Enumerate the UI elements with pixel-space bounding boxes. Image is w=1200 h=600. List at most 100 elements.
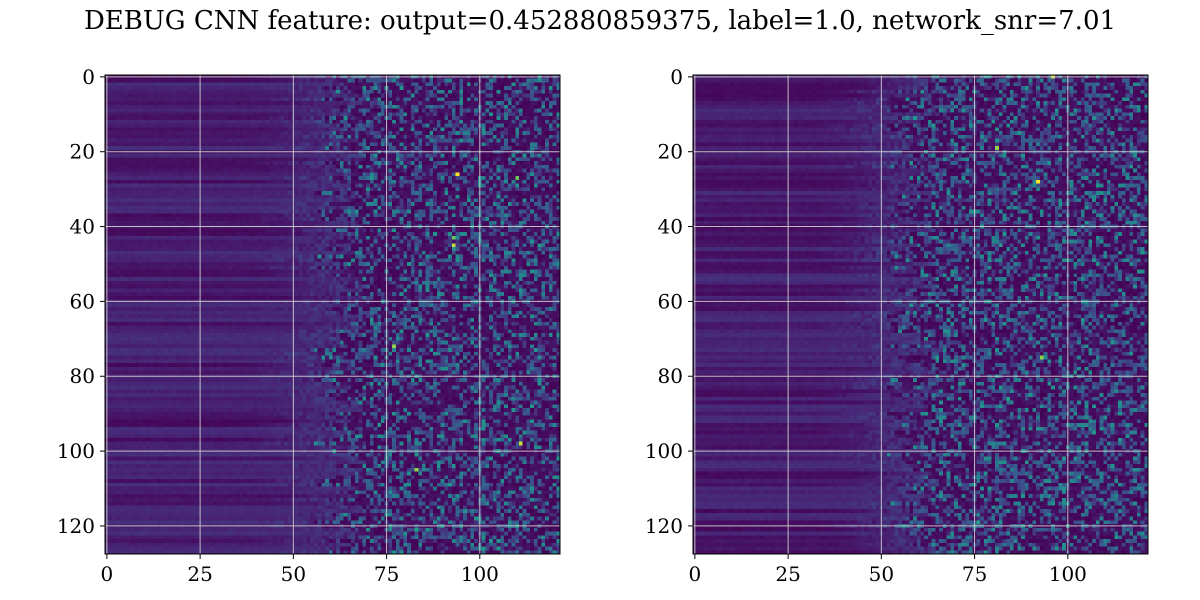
heatmap-cell [399,172,404,177]
heatmap-cell [440,205,445,211]
heatmap-cell [545,101,550,106]
heatmap-cell [310,191,315,196]
heatmap-cell [108,86,113,91]
heatmap-cell [343,146,348,151]
heatmap-cell [414,78,419,83]
heatmap-cell [380,161,386,166]
heatmap-cell [302,86,307,91]
heatmap-cell [470,101,475,106]
heatmap-cell [339,112,345,117]
heatmap-cell [369,86,374,91]
heatmap-cell [298,172,304,177]
heatmap-cell [466,119,471,125]
heatmap-cell [377,209,382,214]
heatmap-cell [377,116,382,121]
heatmap-cell [369,157,374,162]
heatmap-cell [168,161,173,166]
heatmap-cell [380,153,386,158]
heatmap-cell [205,209,210,214]
heatmap-cell [455,138,460,143]
heatmap-cell [343,172,348,177]
heatmap-cell [358,104,363,110]
heatmap-cell [325,89,330,95]
heatmap-cell [440,101,445,106]
heatmap-cell [146,157,151,162]
heatmap-cell [157,220,162,226]
heatmap-cell [422,138,427,143]
heatmap-cell [466,161,471,166]
heatmap-cell [123,202,128,207]
heatmap-cell [287,187,292,192]
heatmap-cell [354,213,360,218]
heatmap-cell [302,176,307,181]
heatmap-cell [246,172,251,177]
heatmap-cell [149,138,154,143]
heatmap-cell [153,89,158,95]
heatmap-cell [366,194,371,199]
heatmap-cell [388,198,393,203]
heatmap-cell [347,82,352,87]
heatmap-cell [246,213,251,218]
heatmap-cell [179,108,184,113]
heatmap-cell [239,205,244,211]
heatmap-cell [410,127,415,132]
heatmap-cell [157,198,162,203]
heatmap-cell [451,194,456,199]
heatmap-cell [328,209,333,214]
heatmap-cell [216,168,222,173]
heatmap-cell [433,191,438,196]
heatmap-cell [436,89,442,95]
heatmap-cell [354,198,360,203]
heatmap-cell [474,161,479,166]
heatmap-cell [545,220,550,226]
heatmap-cell [149,183,154,188]
heatmap-cell [280,157,285,162]
heatmap-cell [220,112,225,117]
heatmap-cell [172,198,177,203]
heatmap-cell [440,213,445,218]
heatmap-cell [422,187,427,192]
heatmap-cell [142,179,147,184]
heatmap-cell [366,104,371,110]
heatmap-cell [474,138,479,143]
heatmap-cell [530,168,535,173]
heatmap-cell [250,116,255,121]
heatmap-cell [422,191,427,196]
heatmap-cell [530,131,535,136]
heatmap-cell [414,153,419,158]
heatmap-cell [153,187,158,192]
heatmap-cell [470,104,475,110]
heatmap-cell [377,142,382,147]
heatmap-cell [545,194,550,199]
heatmap-cell [224,131,229,136]
heatmap-cell [179,194,184,199]
heatmap-cell [306,164,311,169]
heatmap-cell [325,209,330,214]
heatmap-cell [407,86,412,91]
heatmap-cell [530,146,535,151]
heatmap-cell [246,104,251,110]
heatmap-cell [463,157,468,162]
heatmap-cell [205,179,210,184]
heatmap-cell [466,164,471,169]
heatmap-cell [537,104,542,110]
heatmap-cell [269,134,274,140]
heatmap-cell [466,142,471,147]
heatmap-cell [325,220,330,226]
heatmap-cell [317,97,322,102]
heatmap-cell [526,116,531,121]
heatmap-cell [433,146,438,151]
heatmap-cell [246,134,251,140]
heatmap-cell [257,134,263,140]
heatmap-cell [228,153,233,158]
heatmap-cell [433,82,438,87]
heatmap-cell [321,161,326,166]
heatmap-cell [287,127,292,132]
heatmap-cell [298,123,304,128]
heatmap-cell [220,93,225,98]
heatmap-cell [448,176,453,181]
heatmap-cell [302,161,307,166]
heatmap-cell [440,176,445,181]
heatmap-cell [187,205,192,211]
heatmap-cell [306,82,311,87]
